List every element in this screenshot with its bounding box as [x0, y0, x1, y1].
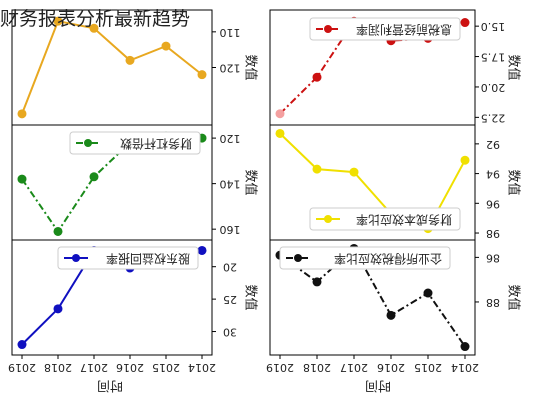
y-tick-label: 140 [220, 178, 241, 191]
x-tick-label: 2018 [44, 361, 72, 374]
y-tick-label: 15.0 [481, 20, 506, 33]
y-tick-label: 110 [220, 26, 241, 39]
page-title: 财务报表分析最新趋势 [0, 8, 191, 30]
legend-label: 财务杠杆倍数 [120, 137, 192, 152]
legend-label: 财务成本效应比率 [356, 213, 452, 228]
x-tick-label: 2019 [8, 361, 36, 374]
x-tick-label: 2015 [414, 361, 442, 374]
legend-label: 企业所得税效应比率 [334, 252, 442, 267]
y-tick-label: 98 [486, 227, 500, 240]
legend-marker [294, 254, 302, 262]
y-tick-label: 22.5 [481, 111, 506, 124]
data-point-return-rate-2018 [53, 304, 63, 314]
x-tick-label: 2017 [80, 361, 108, 374]
data-point-interest-coverage-2018 [312, 72, 322, 82]
y-tick-label: 92 [486, 138, 500, 151]
data-point-asset-turnover-2019 [17, 109, 27, 119]
data-point-return-rate-2014 [197, 245, 207, 255]
y-axis-label: 数值 [506, 54, 522, 80]
series-line-tax-efficiency [279, 246, 466, 348]
data-point-tax-efficiency-2018 [312, 277, 322, 287]
data-point-leverage-2019 [17, 174, 27, 184]
panel-frame [269, 239, 476, 356]
data-point-cost-efficiency-2014 [460, 155, 470, 165]
y-axis-label: 数值 [243, 169, 259, 195]
data-point-cost-efficiency-2017 [349, 167, 359, 177]
data-point-asset-turnover-2015 [161, 41, 171, 51]
x-axis-label: 时间 [365, 378, 391, 393]
x-axis-label: 时间 [97, 378, 123, 393]
y-tick-label: 25 [223, 293, 237, 306]
legend-box [57, 246, 199, 270]
legend-marker [84, 139, 92, 147]
y-tick-label: 96 [486, 197, 500, 210]
y-axis-label: 数值 [506, 169, 522, 195]
legend-marker [324, 25, 332, 33]
y-axis-label: 数值 [506, 284, 522, 310]
legend-interest-coverage: 息税前经营利润率 [309, 17, 461, 41]
x-tick-label: 2016 [377, 361, 405, 374]
x-tick-label: 2017 [340, 361, 368, 374]
data-point-asset-turnover-2016 [125, 55, 135, 65]
x-tick-label: 2019 [266, 361, 294, 374]
panel-interest-coverage: 15.0 17.5 20.0 22.5 数值 息税前经营利润率 [269, 9, 522, 126]
y-tick-label: 86 [486, 251, 500, 264]
data-point-tax-efficiency-2016 [386, 310, 396, 320]
x-tick-label: 2015 [152, 361, 180, 374]
legend-box [69, 131, 201, 155]
data-point-cost-efficiency-2018 [312, 164, 322, 174]
data-point-interest-coverage-2019 [275, 109, 285, 119]
legend-label: 息税前经营利润率 [356, 23, 452, 38]
x-tick-label: 2016 [116, 361, 144, 374]
y-tick-label: 160 [220, 223, 241, 236]
y-axis-label: 数值 [243, 54, 259, 80]
legend-leverage: 财务杠杆倍数 [69, 131, 201, 155]
x-tick-label: 2014 [451, 361, 479, 374]
panel-return-rate: 20 25 30 数值 股东权益回报率 2019 2018 2017 2016 2015 2014 [8, 239, 259, 374]
data-point-asset-turnover-2017 [89, 23, 99, 33]
y-tick-label: 20.0 [481, 81, 506, 94]
data-point-leverage-2017 [89, 172, 99, 182]
data-point-asset-turnover-2014 [197, 70, 207, 80]
legend-box [279, 246, 451, 270]
data-point-tax-efficiency-2015 [423, 288, 433, 298]
series-line-asset-turnover [21, 19, 203, 115]
data-point-cost-efficiency-2019 [275, 128, 285, 138]
data-point-interest-coverage-2014 [460, 18, 470, 28]
panel-leverage: 120 140 160 数值 财务杠杆倍数 [11, 124, 259, 241]
y-tick-label: 94 [486, 168, 500, 181]
y-tick-label: 88 [486, 296, 500, 309]
legend-marker [324, 215, 332, 223]
legend-return-rate: 股东权益回报率 [57, 246, 199, 270]
x-tick-label: 2014 [188, 361, 216, 374]
data-point-leverage-2018 [53, 226, 63, 236]
y-tick-label: 30 [223, 326, 237, 339]
legend-box [309, 207, 461, 231]
y-tick-label: 120 [220, 132, 241, 145]
panel-tax-efficiency: 86 88 数值 企业所得税效应比率 2019 2018 2017 2016 2015 2014 [266, 239, 522, 374]
legend-marker [72, 254, 80, 262]
data-point-tax-efficiency-2014 [460, 342, 470, 352]
y-tick-label: 120 [220, 62, 241, 75]
legend-cost-efficiency: 财务成本效应比率 [309, 207, 461, 231]
x-tick-label: 2018 [303, 361, 331, 374]
y-tick-label: 17.5 [481, 51, 506, 64]
data-point-asset-turnover-2018 [53, 16, 63, 26]
legend-tax-efficiency: 企业所得税效应比率 [279, 246, 451, 270]
y-tick-label: 20 [223, 261, 237, 274]
legend-box [309, 17, 461, 41]
legend-label: 股东权益回报率 [106, 252, 190, 267]
data-point-return-rate-2019 [17, 340, 27, 350]
y-axis-label: 数值 [243, 284, 259, 310]
panel-frame [11, 239, 213, 356]
